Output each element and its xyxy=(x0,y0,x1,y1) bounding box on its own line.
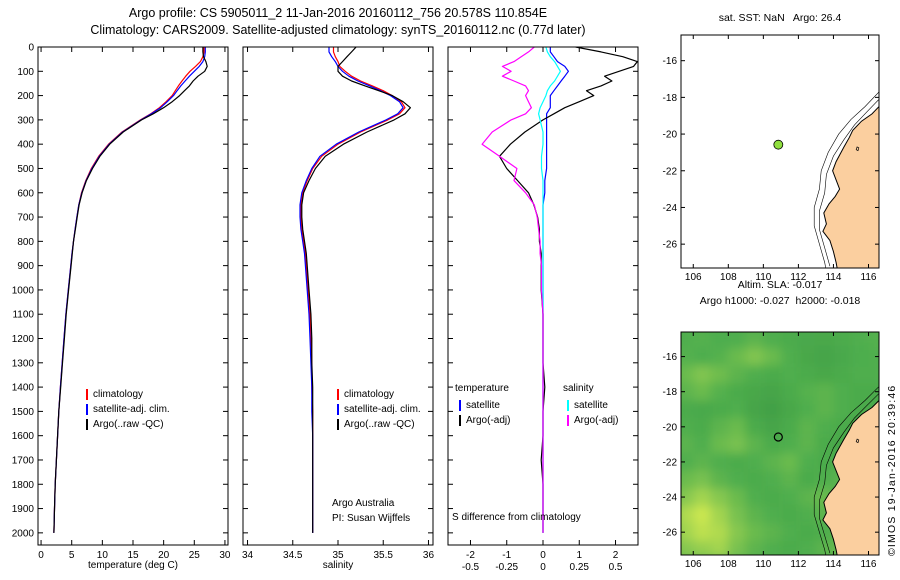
svg-text:-0.5: -0.5 xyxy=(462,562,480,573)
curve-climatology xyxy=(300,47,406,533)
svg-text:116: 116 xyxy=(861,559,877,570)
svg-text:-20: -20 xyxy=(663,422,678,433)
curve-climatology xyxy=(53,47,205,533)
svg-text:110: 110 xyxy=(755,272,771,283)
svg-text:112: 112 xyxy=(790,272,806,283)
svg-text:500: 500 xyxy=(17,164,34,175)
bathymetry-contour xyxy=(813,386,879,555)
svg-text:1500: 1500 xyxy=(12,407,35,418)
curve-argo-raw xyxy=(301,47,411,533)
svg-text:1400: 1400 xyxy=(12,383,35,394)
sst-map: 106 108 110 112 114 116 -16 -18 -20 -22 -24 -26 xyxy=(663,34,880,283)
curve-satellite-adj-clim xyxy=(299,47,404,533)
svg-text:0.5: 0.5 xyxy=(609,562,623,573)
svg-text:114: 114 xyxy=(825,559,841,570)
svg-text:-24: -24 xyxy=(663,203,678,214)
salinity-profile: 34 34.5 35 35.5 36 xyxy=(242,46,435,561)
curve-argo-raw xyxy=(53,47,208,533)
svg-text:0: 0 xyxy=(28,43,34,54)
bathymetry-contour xyxy=(813,91,879,268)
australia-landmass xyxy=(822,105,879,268)
svg-text:15: 15 xyxy=(127,550,139,561)
svg-text:2000: 2000 xyxy=(12,528,35,539)
curve-t-diff-argo xyxy=(498,47,638,533)
svg-text:-18: -18 xyxy=(663,387,678,398)
svg-text:1800: 1800 xyxy=(12,480,35,491)
svg-text:200: 200 xyxy=(17,91,34,102)
svg-text:35.5: 35.5 xyxy=(374,550,394,561)
svg-text:106: 106 xyxy=(685,272,702,283)
svg-text:800: 800 xyxy=(17,237,34,248)
svg-text:400: 400 xyxy=(17,140,34,151)
svg-text:-1: -1 xyxy=(502,550,511,561)
svg-text:-0.25: -0.25 xyxy=(495,562,518,573)
svg-text:108: 108 xyxy=(720,272,737,283)
svg-text:5: 5 xyxy=(69,550,75,561)
svg-text:900: 900 xyxy=(17,261,34,272)
island-outline xyxy=(855,146,860,152)
temperature-profile: 0 5 10 15 20 25 300100200300400500600700800900… xyxy=(12,43,231,562)
curve-s-diff-argo xyxy=(481,47,544,533)
svg-text:0: 0 xyxy=(38,550,44,561)
curve-t-diff-satellite xyxy=(542,47,570,533)
svg-text:-24: -24 xyxy=(663,493,678,504)
svg-text:0.25: 0.25 xyxy=(570,562,590,573)
svg-text:36: 36 xyxy=(423,550,435,561)
svg-text:1000: 1000 xyxy=(12,285,35,296)
float-position-marker xyxy=(773,139,784,150)
svg-text:1: 1 xyxy=(576,550,582,561)
svg-text:106: 106 xyxy=(685,559,702,570)
svg-text:114: 114 xyxy=(825,272,841,283)
svg-text:700: 700 xyxy=(17,213,34,224)
difference-profile: -2 -1 0 1 2 -0.5 -0.25 0 0.25 0.5 xyxy=(447,46,639,573)
svg-text:20: 20 xyxy=(158,550,170,561)
svg-text:110: 110 xyxy=(755,559,771,570)
svg-text:25: 25 xyxy=(189,550,201,561)
svg-text:-26: -26 xyxy=(663,528,678,539)
svg-text:-22: -22 xyxy=(663,457,678,468)
svg-text:34.5: 34.5 xyxy=(283,550,303,561)
bathymetry-contour xyxy=(819,393,879,554)
svg-text:600: 600 xyxy=(17,188,34,199)
float-position-marker xyxy=(773,432,783,442)
svg-text:-18: -18 xyxy=(663,93,678,104)
svg-text:1200: 1200 xyxy=(12,334,35,345)
svg-text:10: 10 xyxy=(97,550,109,561)
svg-text:30: 30 xyxy=(219,550,231,561)
svg-text:-16: -16 xyxy=(663,56,678,67)
svg-text:-26: -26 xyxy=(663,240,678,251)
svg-text:-22: -22 xyxy=(663,166,678,177)
svg-text:112: 112 xyxy=(790,559,806,570)
svg-text:108: 108 xyxy=(720,559,737,570)
sla-map: 106 108 110 112 114 116 -16 -18 -20 -22 -24 -26 xyxy=(663,331,880,570)
bathymetry-contour xyxy=(819,98,879,267)
svg-text:35: 35 xyxy=(332,550,344,561)
curve-satellite-adj-clim xyxy=(53,47,206,533)
svg-text:34: 34 xyxy=(242,550,254,561)
svg-text:-16: -16 xyxy=(663,352,678,363)
svg-text:0: 0 xyxy=(540,550,546,561)
svg-text:0: 0 xyxy=(540,562,546,573)
svg-text:-2: -2 xyxy=(466,550,475,561)
svg-text:1300: 1300 xyxy=(12,358,35,369)
island-outline xyxy=(855,438,860,444)
svg-text:1600: 1600 xyxy=(12,431,35,442)
svg-text:116: 116 xyxy=(861,272,877,283)
svg-text:100: 100 xyxy=(17,67,34,78)
svg-text:300: 300 xyxy=(17,115,34,126)
svg-text:1700: 1700 xyxy=(12,455,35,466)
australia-landmass xyxy=(822,399,879,555)
svg-text:-20: -20 xyxy=(663,130,678,141)
svg-text:1900: 1900 xyxy=(12,504,35,515)
svg-text:2: 2 xyxy=(613,550,619,561)
svg-text:1100: 1100 xyxy=(12,310,34,321)
